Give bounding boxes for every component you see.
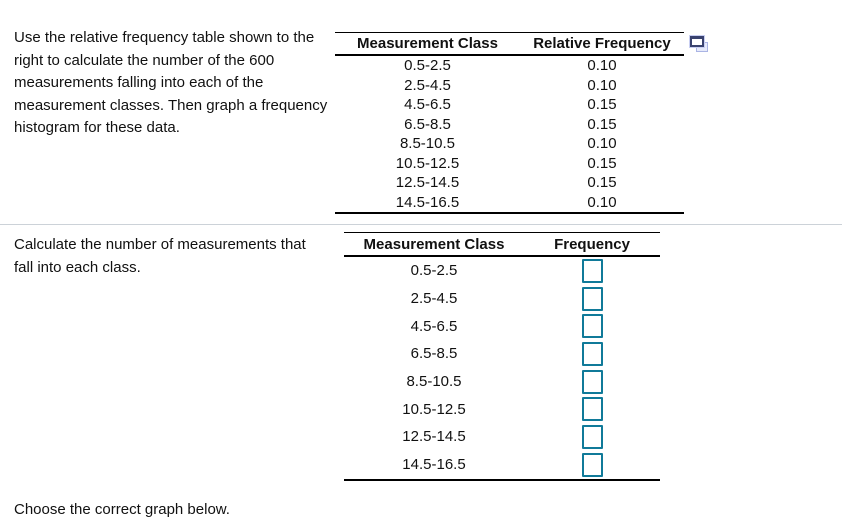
table-row: 0.5-2.5 0.10 [335,56,684,76]
measurement-class-value: 2.5-4.5 [410,290,458,308]
relative-frequency-value: 0.15 [587,96,617,114]
measurement-class-value: 6.5-8.5 [404,115,451,133]
table-row: 10.5-12.5 [344,395,660,423]
table-row: 8.5-10.5 [344,368,660,396]
frequency-input[interactable] [581,424,603,449]
column-header-frequency: Frequency [554,235,630,253]
table-row: 6.5-8.5 0.15 [335,115,684,135]
frequency-input[interactable] [581,369,603,394]
table-header-row: Measurement Class Frequency [344,233,660,257]
frequency-answer-table: Measurement Class Frequency 0.5-2.5 2.5-… [344,232,660,481]
table-row: 4.5-6.5 [344,312,660,340]
relative-frequency-value: 0.15 [587,174,617,192]
table-row: 12.5-14.5 [344,423,660,451]
frequency-input[interactable] [581,397,603,422]
measurement-class-value: 10.5-12.5 [395,154,460,172]
calculate-prompt: Calculate the number of measurements tha… [14,236,306,276]
measurement-class-value: 6.5-8.5 [410,345,458,363]
measurement-class-value: 0.5-2.5 [410,262,458,280]
relative-frequency-value: 0.10 [587,193,617,211]
measurement-class-value: 12.5-14.5 [395,174,460,192]
section-divider [0,224,842,225]
choose-graph-prompt: Choose the correct graph below. [14,501,230,518]
table-header-row: Measurement Class Relative Frequency [335,33,684,56]
column-header-relative-frequency: Relative Frequency [533,35,671,52]
table-row: 2.5-4.5 0.10 [335,76,684,96]
measurement-class-value: 2.5-4.5 [404,76,451,94]
table-row: 14.5-16.5 0.10 [335,193,684,213]
copy-icon[interactable] [690,36,709,53]
measurement-class-value: 0.5-2.5 [404,57,451,75]
table-row: 2.5-4.5 [344,285,660,313]
measurement-class-value: 4.5-6.5 [410,317,458,335]
relative-frequency-value: 0.10 [587,76,617,94]
table-row: 10.5-12.5 0.15 [335,154,684,174]
table-row: 0.5-2.5 [344,257,660,285]
table-row: 4.5-6.5 0.15 [335,95,684,115]
problem-statement: Use the relative frequency table shown t… [14,29,328,136]
measurement-class-value: 10.5-12.5 [402,400,466,418]
frequency-input[interactable] [581,258,603,283]
table-row: 6.5-8.5 [344,340,660,368]
relative-frequency-value: 0.15 [587,115,617,133]
frequency-input[interactable] [581,314,603,339]
table-row: 14.5-16.5 [344,451,660,479]
measurement-class-value: 14.5-16.5 [402,456,466,474]
measurement-class-value: 14.5-16.5 [395,193,460,211]
measurement-class-value: 8.5-10.5 [399,135,455,153]
measurement-class-value: 8.5-10.5 [406,373,462,391]
frequency-input[interactable] [581,286,603,311]
relative-frequency-value: 0.15 [587,154,617,172]
frequency-input[interactable] [581,452,603,477]
frequency-input[interactable] [581,341,603,366]
table-row: 12.5-14.5 0.15 [335,173,684,193]
relative-frequency-table: Measurement Class Relative Frequency 0.5… [335,32,684,214]
column-header-measurement-class: Measurement Class [357,35,498,52]
relative-frequency-value: 0.10 [587,57,617,75]
measurement-class-value: 12.5-14.5 [402,428,466,446]
table-row: 8.5-10.5 0.10 [335,134,684,154]
copy-icon-front-layer [690,36,704,47]
measurement-class-value: 4.5-6.5 [404,96,451,114]
column-header-measurement-class: Measurement Class [363,235,505,253]
relative-frequency-value: 0.10 [587,135,617,153]
